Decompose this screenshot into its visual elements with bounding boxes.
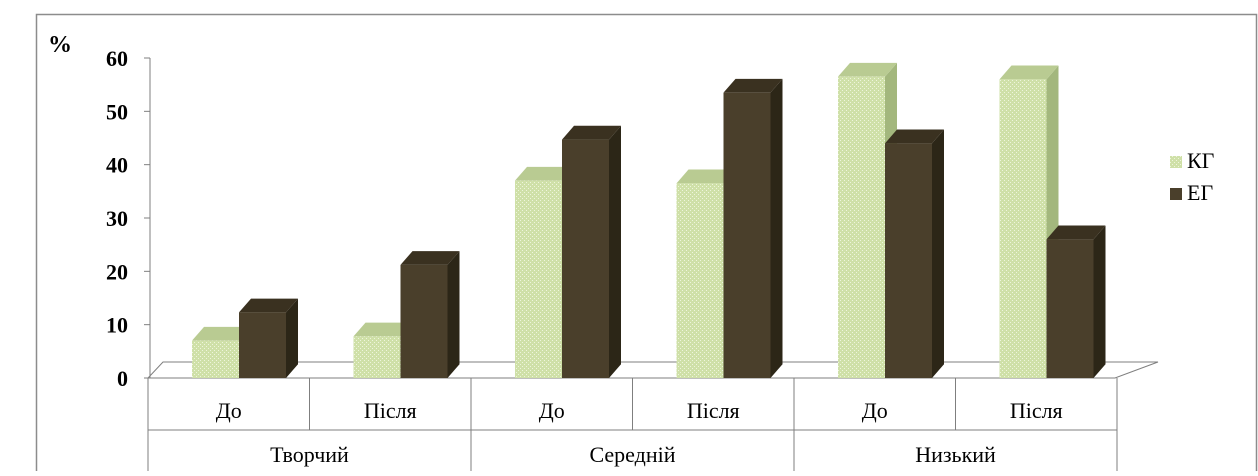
- category-label: Після: [364, 398, 417, 423]
- bar-eg-top: [1046, 225, 1106, 240]
- category-label: До: [539, 398, 565, 423]
- bar-eg-side: [447, 251, 460, 378]
- bar-eg-front: [1046, 239, 1094, 378]
- group-label: Середній: [589, 442, 675, 467]
- bar-eg-front: [239, 312, 286, 378]
- bar-kg-top: [999, 65, 1059, 80]
- bar-eg-front: [562, 139, 609, 378]
- bar-eg: [1046, 225, 1106, 378]
- bar-kg-front: [838, 76, 885, 379]
- group-label: Творчий: [270, 442, 349, 467]
- bar-kg-top: [353, 322, 413, 337]
- bar-eg-top: [562, 125, 621, 140]
- bar-eg-top: [885, 129, 944, 144]
- category-label: До: [862, 398, 888, 423]
- bar-eg: [885, 129, 944, 378]
- bar-eg-front: [885, 143, 932, 378]
- y-tick-label: 40: [106, 153, 128, 178]
- bar-eg-side: [1093, 225, 1106, 378]
- legend-label: ЕГ: [1187, 180, 1213, 205]
- bar-kg-top: [838, 62, 897, 77]
- legend-swatch: [1170, 156, 1182, 168]
- category-label: Після: [1010, 398, 1063, 423]
- bar-eg: [239, 298, 298, 378]
- bar-eg-front: [723, 92, 771, 379]
- bar-eg-top: [239, 298, 298, 313]
- bar-eg: [400, 251, 460, 378]
- y-tick-label: 50: [106, 99, 128, 124]
- bar-eg-side: [609, 125, 621, 378]
- y-tick-label: 20: [106, 259, 128, 284]
- bar-eg-front: [400, 264, 448, 378]
- y-tick-label: 60: [106, 46, 128, 71]
- bar-eg-top: [400, 251, 460, 265]
- bar-eg-side: [770, 78, 783, 378]
- y-tick-label: 10: [106, 313, 128, 338]
- bar-eg-side: [932, 129, 944, 378]
- legend-swatch: [1170, 188, 1182, 200]
- y-tick-label: 30: [106, 206, 128, 231]
- y-axis-label: %: [48, 32, 72, 58]
- bar-kg-top: [676, 169, 736, 184]
- category-label: Після: [687, 398, 740, 423]
- bar-kg-front: [515, 180, 562, 378]
- bar-kg-top: [192, 326, 251, 341]
- bar-eg-side: [286, 298, 298, 378]
- bar-kg-front: [676, 183, 724, 378]
- bar-eg: [562, 125, 621, 378]
- y-tick-label: 0: [117, 366, 128, 391]
- category-label: До: [216, 398, 242, 423]
- bar-kg-top: [515, 166, 574, 181]
- group-label: Низький: [915, 442, 996, 467]
- bar-eg: [723, 78, 783, 379]
- bar-kg-front: [353, 336, 401, 378]
- bar-kg-front: [192, 340, 239, 378]
- bar-kg-front: [999, 79, 1047, 378]
- bar-eg-top: [723, 78, 783, 93]
- legend-label: КГ: [1187, 148, 1215, 173]
